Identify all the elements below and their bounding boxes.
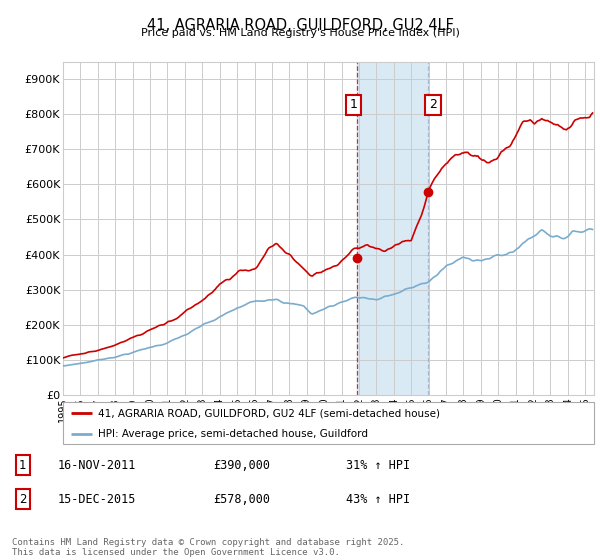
Bar (357, 62, 428, 395)
Text: 2: 2 (19, 493, 26, 506)
Text: 41, AGRARIA ROAD, GUILDFORD, GU2 4LF (semi-detached house): 41, AGRARIA ROAD, GUILDFORD, GU2 4LF (se… (98, 408, 440, 418)
FancyBboxPatch shape (63, 402, 594, 444)
Text: £578,000: £578,000 (214, 493, 271, 506)
Text: 16-NOV-2011: 16-NOV-2011 (58, 459, 136, 472)
Text: Price paid vs. HM Land Registry's House Price Index (HPI): Price paid vs. HM Land Registry's House … (140, 28, 460, 38)
Text: Contains HM Land Registry data © Crown copyright and database right 2025.
This d: Contains HM Land Registry data © Crown c… (12, 538, 404, 557)
Text: HPI: Average price, semi-detached house, Guildford: HPI: Average price, semi-detached house,… (98, 430, 368, 439)
Text: 1: 1 (349, 99, 358, 111)
Text: 15-DEC-2015: 15-DEC-2015 (58, 493, 136, 506)
Text: £390,000: £390,000 (214, 459, 271, 472)
Text: 2: 2 (429, 99, 437, 111)
Text: 31% ↑ HPI: 31% ↑ HPI (346, 459, 410, 472)
Text: 1: 1 (19, 459, 26, 472)
Text: 41, AGRARIA ROAD, GUILDFORD, GU2 4LF: 41, AGRARIA ROAD, GUILDFORD, GU2 4LF (146, 18, 454, 33)
Text: 43% ↑ HPI: 43% ↑ HPI (346, 493, 410, 506)
